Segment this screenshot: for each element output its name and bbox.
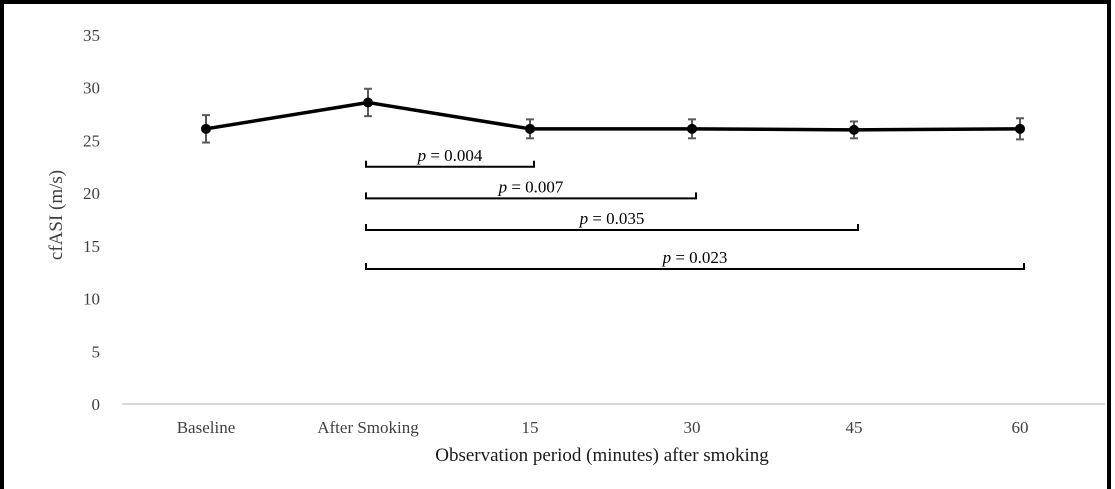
significance-brackets: p = 0.004 p = 0.007 p = 0.035 p = 0.023 <box>365 146 1025 271</box>
data-series <box>201 87 1025 144</box>
significance-bracket: p = 0.004 <box>365 146 535 168</box>
y-tick-label: 20 <box>83 184 100 203</box>
x-tick-label: 30 <box>684 418 701 437</box>
y-tick-label: 25 <box>83 131 100 150</box>
frame-border-top <box>0 0 1111 4</box>
significance-bracket: p = 0.007 <box>365 177 697 200</box>
y-tick-label: 30 <box>83 79 100 98</box>
x-axis-ticks: Baseline After Smoking 15 30 45 60 <box>177 418 1029 437</box>
x-tick-label: 15 <box>522 418 539 437</box>
bracket-line <box>365 192 697 200</box>
p-value-label: p = 0.007 <box>498 177 564 196</box>
y-tick-label: 5 <box>92 342 101 361</box>
data-point <box>1015 123 1025 134</box>
frame-border-left <box>0 0 4 489</box>
x-tick-label: After Smoking <box>317 418 419 437</box>
bracket-line <box>365 160 535 168</box>
p-value-label: p = 0.035 <box>579 209 645 228</box>
x-axis-title: Observation period (minutes) after smoki… <box>435 445 769 466</box>
x-tick-label: 60 <box>1012 418 1029 437</box>
data-point <box>525 123 535 134</box>
data-point <box>363 97 373 108</box>
y-tick-label: 0 <box>92 395 101 414</box>
significance-bracket: p = 0.023 <box>365 248 1025 271</box>
y-tick-label: 10 <box>83 290 100 309</box>
series-line <box>205 100 1021 132</box>
significance-bracket: p = 0.035 <box>365 209 859 232</box>
p-value-label: p = 0.004 <box>417 146 483 165</box>
y-axis-ticks: 0 5 10 15 20 25 30 35 <box>83 26 100 414</box>
y-tick-label: 35 <box>83 26 100 45</box>
p-value-label: p = 0.023 <box>662 248 728 267</box>
y-tick-label: 15 <box>83 237 100 256</box>
bracket-line <box>365 263 1025 271</box>
data-point <box>849 124 859 135</box>
x-tick-label: 45 <box>846 418 863 437</box>
x-tick-label: Baseline <box>177 418 236 437</box>
frame-border-right <box>1107 0 1111 489</box>
bracket-line <box>365 224 859 232</box>
data-point <box>687 123 697 134</box>
y-axis-title: cfASI (m/s) <box>46 170 67 260</box>
data-point <box>201 123 211 134</box>
